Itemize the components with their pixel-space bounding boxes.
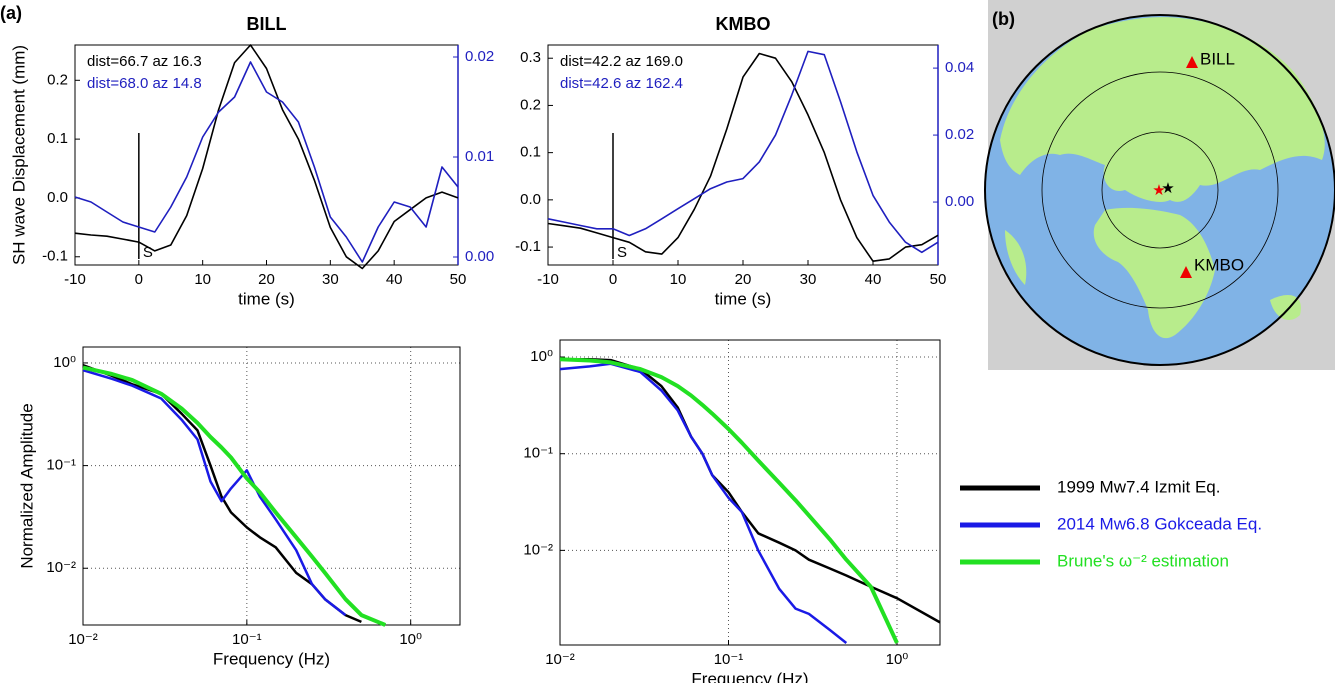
globe-outline [984,14,1335,366]
x-tick-label: 30 [322,271,339,288]
x-tick-label: 50 [930,271,947,288]
legend-label: Brune's ω⁻² estimation [1057,551,1229,570]
y-tick-label: 10⁻¹ [46,457,76,474]
x-tick-label: 0 [609,271,617,288]
series-line [82,365,387,627]
station-marker [1186,56,1198,68]
epicenter: ★ [1152,182,1165,199]
annotation: dist=68.0 az 14.8 [87,75,202,92]
y-tick-label: 0.2 [47,71,68,88]
x-tick-label: 20 [735,271,752,288]
x-axis-label: time (s) [715,289,772,308]
x-tick-label: 10⁰ [399,631,422,648]
y-tick-label: 10⁰ [53,354,76,371]
x-tick-label: 40 [386,271,403,288]
panel-label: (b) [992,9,1015,29]
y-tick-label: 0.3 [520,49,541,66]
distance-ring [1101,131,1219,249]
x-axis-label: Frequency (Hz) [691,669,808,683]
y2-tick-label: 0.00 [945,193,974,210]
x-tick-label: 10⁻² [545,651,575,668]
y2-tick-label: 0.02 [945,126,974,143]
series-line [74,61,459,263]
chart-title: KMBO [716,14,771,34]
x-tick-label: 10 [670,271,687,288]
land [1000,17,1325,339]
x-tick-label: -10 [64,271,86,288]
x-tick-label: 10 [194,271,211,288]
y2-tick-label: 0.04 [945,59,974,76]
y-tick-label: 0.1 [47,130,68,147]
x-tick-label: 10⁻¹ [714,651,744,668]
y2-tick-label: 0.02 [465,48,494,65]
x-tick-label: 10⁻² [68,631,98,648]
series-line [82,364,362,624]
series-line [559,362,848,644]
x-axis-label: time (s) [238,289,295,308]
y2-tick-label: 0.00 [465,248,494,265]
y-tick-label: 10⁻² [46,559,76,576]
series-line [559,357,899,644]
x-tick-label: 0 [135,271,143,288]
station-label: BILL [1200,49,1235,68]
annotation: dist=42.2 az 169.0 [560,53,683,70]
annotation: dist=42.6 az 162.4 [560,75,683,92]
y-tick-label: 0.1 [520,144,541,161]
x-tick-label: -10 [537,271,559,288]
y-tick-label: -0.1 [42,248,68,265]
x-tick-label: 40 [865,271,882,288]
x-tick-label: 10⁻¹ [232,631,262,648]
map-panel: ★ ★ BILL KMBO [984,0,1335,370]
plot-frame [559,339,941,646]
plot-frame [82,346,461,626]
y-tick-label: 0.0 [520,191,541,208]
legend-label: 1999 Mw7.4 Izmit Eq. [1057,477,1220,496]
y-axis-label: Normalized Amplitude [17,403,36,568]
y-axis-label: SH wave Displacement (mm) [9,45,28,265]
x-axis-label: Frequency (Hz) [213,649,330,668]
x-tick-label: 50 [450,271,467,288]
y-tick-label: 0.0 [47,189,68,206]
phase-label: S [617,244,627,261]
series-line [547,50,939,254]
x-tick-label: 10⁰ [886,651,909,668]
phase-label: S [143,244,153,261]
x-tick-label: 30 [800,271,817,288]
series-line [560,357,941,624]
y-tick-label: 10⁻² [523,541,553,558]
annotation: dist=66.7 az 16.3 [87,53,202,70]
y-tick-label: 0.2 [520,96,541,113]
station-marker [1180,266,1192,278]
y-tick-label: 10⁻¹ [523,445,553,462]
y-tick-label: 10⁰ [530,348,553,365]
distance-ring [1041,71,1279,309]
series-line [74,44,459,270]
station-label: KMBO [1194,255,1244,274]
epicenter: ★ [1161,180,1174,197]
series-line [82,369,347,617]
panel-label: (a) [0,3,22,23]
legend-label: 2014 Mw6.8 Gokceada Eq. [1057,514,1262,533]
chart-title: BILL [247,14,287,34]
x-tick-label: 20 [258,271,275,288]
series-line [547,52,939,262]
y-tick-label: -0.1 [515,238,541,255]
y2-tick-label: 0.01 [465,148,494,165]
